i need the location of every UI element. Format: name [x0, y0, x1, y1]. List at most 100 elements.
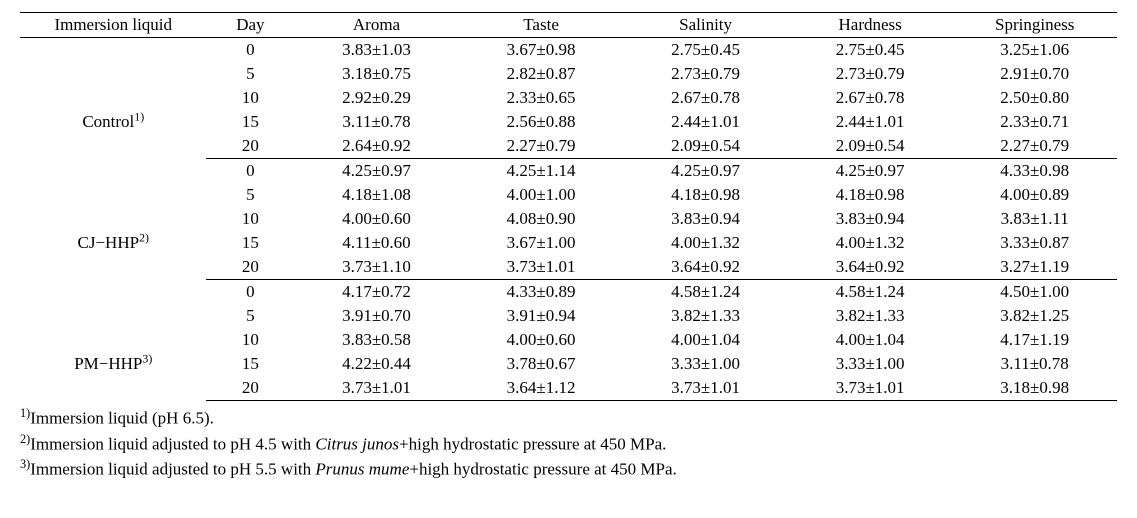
cell-value: 3.91±0.94 — [459, 304, 624, 328]
table-row: PM−HHP3)103.83±0.584.00±0.604.00±1.044.0… — [20, 328, 1117, 352]
cell-value: 4.18±0.98 — [788, 183, 953, 207]
cell-value: 4.00±0.60 — [294, 207, 459, 231]
group-label-sup: 3) — [142, 352, 152, 366]
footnote-text: Immersion liquid adjusted to pH 4.5 with — [30, 434, 315, 453]
group-label-text: CJ−HHP — [78, 233, 140, 252]
cell-value: 4.25±0.97 — [788, 159, 953, 184]
footnote-text-after: +high hydrostatic pressure at 450 MPa. — [399, 434, 666, 453]
cell-value: 2.44±1.01 — [788, 110, 953, 134]
cell-value: 2.09±0.54 — [788, 134, 953, 159]
group-label: PM−HHP3) — [20, 328, 206, 401]
group-spacer — [20, 159, 206, 208]
footnote: 1)Immersion liquid (pH 6.5). — [20, 405, 1117, 431]
footnote-text-after: +high hydrostatic pressure at 450 MPa. — [409, 460, 676, 479]
cell-day: 10 — [206, 207, 294, 231]
cell-day: 10 — [206, 86, 294, 110]
cell-value: 2.64±0.92 — [294, 134, 459, 159]
cell-value: 2.91±0.70 — [952, 62, 1117, 86]
cell-value: 2.82±0.87 — [459, 62, 624, 86]
cell-value: 3.11±0.78 — [952, 352, 1117, 376]
footnote-text: Immersion liquid adjusted to pH 5.5 with — [30, 460, 315, 479]
group-label: CJ−HHP2) — [20, 207, 206, 280]
cell-value: 4.58±1.24 — [788, 280, 953, 305]
cell-value: 3.33±1.00 — [623, 352, 788, 376]
cell-value: 3.64±1.12 — [459, 376, 624, 401]
cell-value: 2.44±1.01 — [623, 110, 788, 134]
cell-value: 3.33±0.87 — [952, 231, 1117, 255]
cell-value: 4.00±1.32 — [623, 231, 788, 255]
cell-value: 3.91±0.70 — [294, 304, 459, 328]
cell-value: 3.73±1.10 — [294, 255, 459, 280]
col-hardness: Hardness — [788, 13, 953, 38]
cell-day: 20 — [206, 255, 294, 280]
footnote-marker: 3) — [20, 457, 30, 471]
cell-value: 3.11±0.78 — [294, 110, 459, 134]
footnote-text: Immersion liquid (pH 6.5). — [30, 409, 214, 428]
footnote-scientific-name: Prunus mume — [315, 460, 409, 479]
cell-value: 4.33±0.98 — [952, 159, 1117, 184]
cell-value: 3.82±1.25 — [952, 304, 1117, 328]
cell-value: 3.83±1.03 — [294, 38, 459, 63]
cell-value: 3.64±0.92 — [623, 255, 788, 280]
footnote-scientific-name: Citrus junos — [315, 434, 399, 453]
group-label: Control1) — [20, 86, 206, 159]
cell-day: 10 — [206, 328, 294, 352]
cell-day: 15 — [206, 110, 294, 134]
cell-value: 4.25±0.97 — [294, 159, 459, 184]
cell-day: 15 — [206, 231, 294, 255]
cell-day: 5 — [206, 183, 294, 207]
cell-value: 3.83±0.94 — [788, 207, 953, 231]
cell-value: 4.00±0.60 — [459, 328, 624, 352]
cell-value: 3.82±1.33 — [623, 304, 788, 328]
col-taste: Taste — [459, 13, 624, 38]
cell-value: 4.00±1.32 — [788, 231, 953, 255]
cell-value: 2.73±0.79 — [623, 62, 788, 86]
cell-value: 3.33±1.00 — [788, 352, 953, 376]
cell-day: 15 — [206, 352, 294, 376]
table-row: 04.17±0.724.33±0.894.58±1.244.58±1.244.5… — [20, 280, 1117, 305]
col-salinity: Salinity — [623, 13, 788, 38]
cell-value: 3.73±1.01 — [623, 376, 788, 401]
cell-value: 4.17±0.72 — [294, 280, 459, 305]
cell-value: 4.00±0.89 — [952, 183, 1117, 207]
col-immersion-liquid: Immersion liquid — [20, 13, 206, 38]
group-label-sup: 2) — [139, 231, 149, 245]
cell-value: 3.78±0.67 — [459, 352, 624, 376]
cell-day: 0 — [206, 159, 294, 184]
cell-value: 4.00±1.04 — [623, 328, 788, 352]
cell-value: 3.73±1.01 — [294, 376, 459, 401]
cell-day: 20 — [206, 134, 294, 159]
footnote: 2)Immersion liquid adjusted to pH 4.5 wi… — [20, 431, 1117, 457]
cell-value: 2.56±0.88 — [459, 110, 624, 134]
cell-value: 3.18±0.98 — [952, 376, 1117, 401]
cell-value: 4.33±0.89 — [459, 280, 624, 305]
cell-value: 3.18±0.75 — [294, 62, 459, 86]
footnotes: 1)Immersion liquid (pH 6.5).2)Immersion … — [20, 405, 1117, 482]
cell-value: 4.11±0.60 — [294, 231, 459, 255]
header-row: Immersion liquid Day Aroma Taste Salinit… — [20, 13, 1117, 38]
table-row: CJ−HHP2)104.00±0.604.08±0.903.83±0.943.8… — [20, 207, 1117, 231]
table-row: 03.83±1.033.67±0.982.75±0.452.75±0.453.2… — [20, 38, 1117, 63]
footnote-marker: 2) — [20, 432, 30, 446]
table-row: Control1)102.92±0.292.33±0.652.67±0.782.… — [20, 86, 1117, 110]
cell-value: 2.27±0.79 — [952, 134, 1117, 159]
cell-value: 3.73±1.01 — [459, 255, 624, 280]
cell-value: 4.08±0.90 — [459, 207, 624, 231]
col-day: Day — [206, 13, 294, 38]
cell-day: 5 — [206, 304, 294, 328]
cell-value: 2.67±0.78 — [623, 86, 788, 110]
cell-value: 2.73±0.79 — [788, 62, 953, 86]
cell-day: 20 — [206, 376, 294, 401]
col-springiness: Springiness — [952, 13, 1117, 38]
group-label-text: Control — [82, 112, 134, 131]
cell-value: 3.25±1.06 — [952, 38, 1117, 63]
cell-value: 4.00±1.04 — [788, 328, 953, 352]
cell-value: 3.83±0.94 — [623, 207, 788, 231]
cell-value: 2.75±0.45 — [788, 38, 953, 63]
col-aroma: Aroma — [294, 13, 459, 38]
table-row: 04.25±0.974.25±1.144.25±0.974.25±0.974.3… — [20, 159, 1117, 184]
cell-value: 2.27±0.79 — [459, 134, 624, 159]
cell-value: 4.58±1.24 — [623, 280, 788, 305]
cell-value: 2.67±0.78 — [788, 86, 953, 110]
cell-value: 3.67±1.00 — [459, 231, 624, 255]
